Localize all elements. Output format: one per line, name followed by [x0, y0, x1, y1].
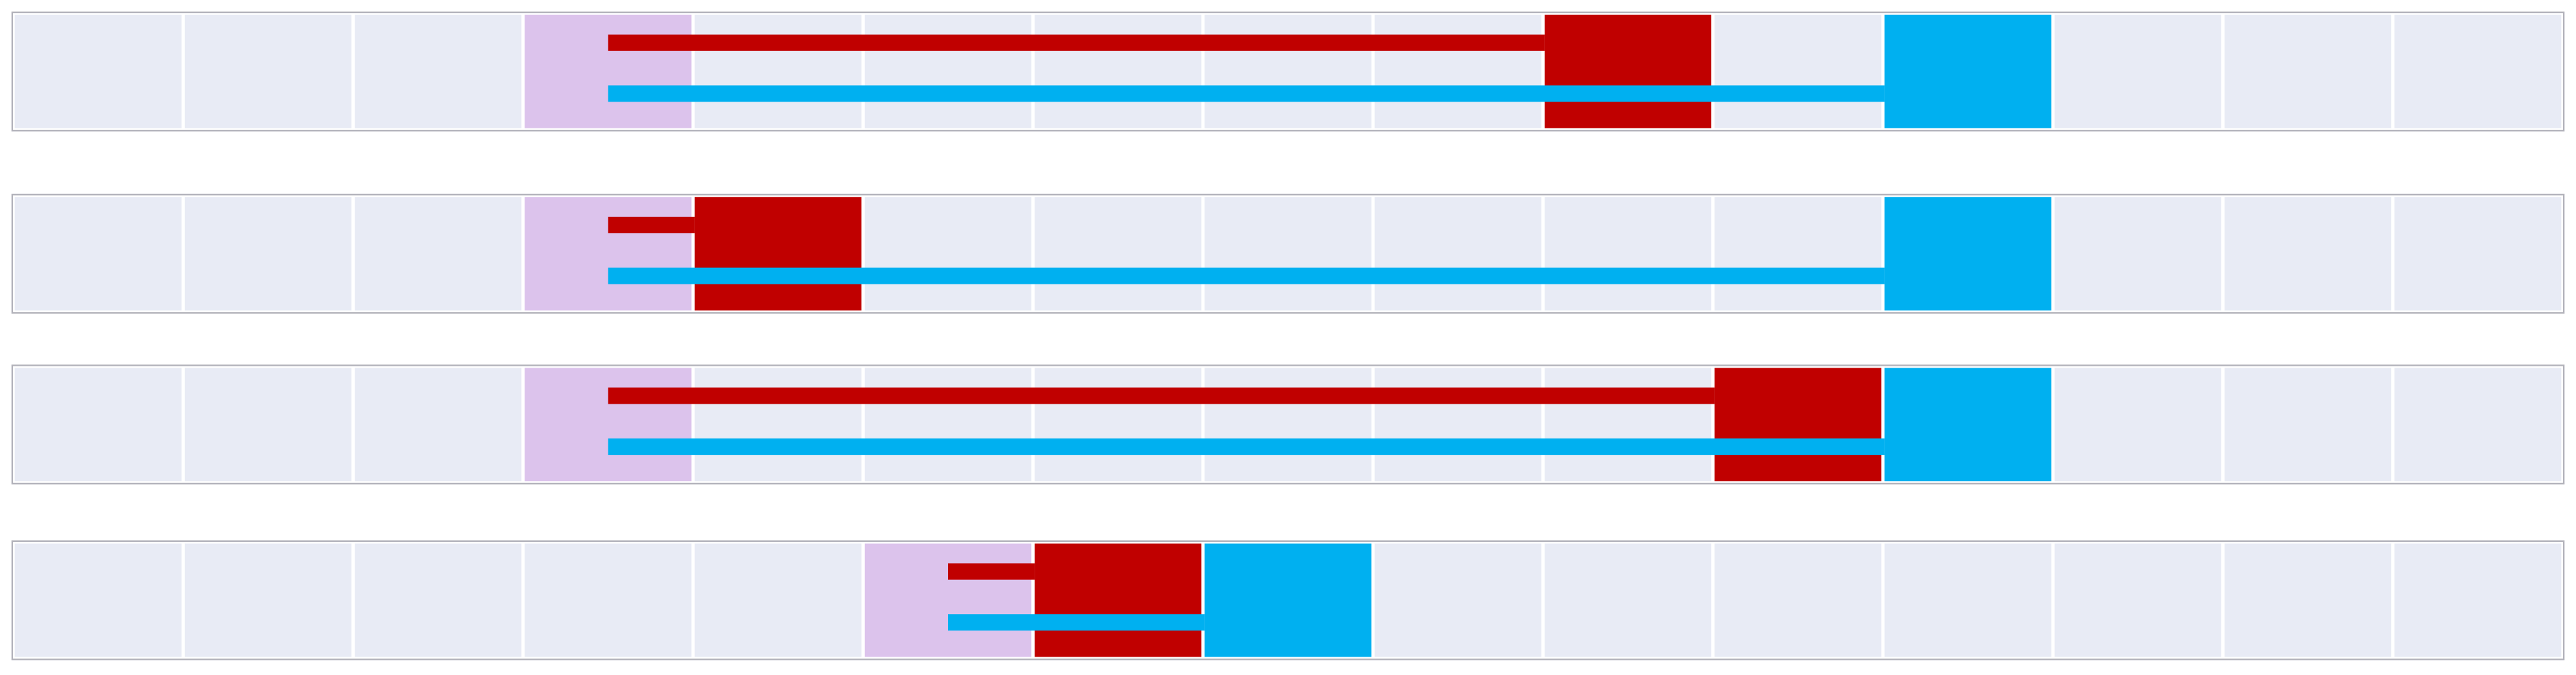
red-cell [1544, 14, 1712, 128]
blue-line [608, 85, 1885, 102]
cell [1374, 368, 1541, 482]
cell [1714, 197, 1882, 311]
cell [14, 543, 182, 657]
blue-cell [1884, 14, 2051, 128]
cell [1544, 197, 1712, 311]
cell [355, 14, 522, 128]
cell [1884, 543, 2051, 657]
cell [1035, 368, 1202, 482]
red-line [947, 563, 1035, 580]
cell [2224, 543, 2392, 657]
start-cell [525, 368, 692, 482]
cell [2224, 14, 2392, 128]
blue-line [947, 614, 1205, 631]
cell [2224, 197, 2392, 311]
cell [355, 368, 522, 482]
cell [184, 197, 352, 311]
cell [694, 368, 862, 482]
red-line [608, 387, 1715, 404]
cell [1714, 14, 1882, 128]
cell [694, 14, 862, 128]
red-cell [694, 197, 862, 311]
start-cell [525, 197, 692, 311]
cell [1204, 197, 1372, 311]
red-line [608, 216, 695, 233]
cell [1035, 14, 1202, 128]
cell [1544, 543, 1712, 657]
cell [355, 543, 522, 657]
cell [525, 543, 692, 657]
blue-cell [1884, 368, 2051, 482]
cell [1374, 14, 1541, 128]
cell [694, 543, 862, 657]
cell [2224, 368, 2392, 482]
blue-line [608, 267, 1885, 284]
start-cell [864, 543, 1032, 657]
cell [2054, 543, 2221, 657]
red-line [608, 34, 1545, 51]
cell [1374, 543, 1541, 657]
cell [864, 368, 1032, 482]
cell [1544, 368, 1712, 482]
cell [2394, 197, 2562, 311]
cell [1204, 14, 1372, 128]
cell [184, 14, 352, 128]
cell [864, 14, 1032, 128]
cell [2054, 368, 2221, 482]
cell [2394, 543, 2562, 657]
blue-cell [1204, 543, 1372, 657]
blue-cell [1884, 197, 2051, 311]
cell [355, 197, 522, 311]
blue-line [608, 438, 1885, 455]
cell [184, 543, 352, 657]
cell [184, 368, 352, 482]
cell [14, 197, 182, 311]
cell [1035, 197, 1202, 311]
start-cell [525, 14, 692, 128]
cell [1714, 543, 1882, 657]
cell [2394, 368, 2562, 482]
red-cell [1035, 543, 1202, 657]
cell [1374, 197, 1541, 311]
cell [2054, 197, 2221, 311]
cell [864, 197, 1032, 311]
cell [2394, 14, 2562, 128]
cell [14, 368, 182, 482]
cell [14, 14, 182, 128]
cell [2054, 14, 2221, 128]
red-cell [1714, 368, 1882, 482]
cell [1204, 368, 1372, 482]
